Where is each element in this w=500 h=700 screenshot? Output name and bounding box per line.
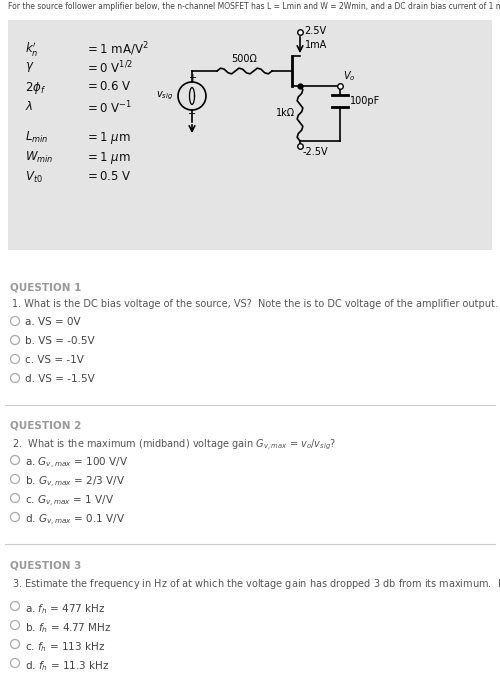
Text: 1kΩ: 1kΩ [276, 108, 295, 118]
Text: $= 0.6\ \mathrm{V}$: $= 0.6\ \mathrm{V}$ [85, 80, 132, 93]
Text: 2.5V: 2.5V [304, 26, 326, 36]
Text: $L_{min}$: $L_{min}$ [25, 130, 48, 145]
Text: 100pF: 100pF [350, 96, 380, 106]
Text: $= 1\ \mathrm{mA/V^2}$: $= 1\ \mathrm{mA/V^2}$ [85, 40, 149, 57]
Text: a. $f_h$ = 477 kHz: a. $f_h$ = 477 kHz [25, 602, 105, 616]
Text: QUESTION 2: QUESTION 2 [10, 421, 82, 431]
Bar [8, 20, 492, 250]
Text: 1. What is the DC bias voltage of the source, VS?  Note the is to DC voltage of : 1. What is the DC bias voltage of the so… [12, 299, 498, 309]
Text: QUESTION 3: QUESTION 3 [10, 560, 82, 570]
Text: −: − [188, 109, 196, 119]
Text: $= 1\ \mu\mathrm{m}$: $= 1\ \mu\mathrm{m}$ [85, 130, 130, 146]
Text: $W_{min}$: $W_{min}$ [25, 150, 54, 165]
Text: $k_n'$: $k_n'$ [25, 40, 38, 58]
Text: b. VS = -0.5V: b. VS = -0.5V [25, 336, 94, 346]
Text: $= 0\ \mathrm{V^{1/2}}$: $= 0\ \mathrm{V^{1/2}}$ [85, 60, 133, 76]
Text: 3. Estimate the frequency in Hz of at which the voltage gain has dropped 3 db fr: 3. Estimate the frequency in Hz of at wh… [12, 577, 500, 591]
Text: c. $G_{v,max}$ = 1 V/V: c. $G_{v,max}$ = 1 V/V [25, 494, 114, 509]
Text: d. $G_{v,max}$ = 0.1 V/V: d. $G_{v,max}$ = 0.1 V/V [25, 513, 125, 528]
Text: $v_{sig}$: $v_{sig}$ [156, 90, 173, 102]
Text: b. $f_h$ = 4.77 MHz: b. $f_h$ = 4.77 MHz [25, 621, 112, 635]
Text: $= 0.5\ \mathrm{V}$: $= 0.5\ \mathrm{V}$ [85, 170, 132, 183]
Text: -2.5V: -2.5V [303, 147, 328, 157]
Text: +: + [188, 73, 196, 83]
Text: $\lambda$: $\lambda$ [25, 100, 33, 113]
Text: 500Ω: 500Ω [232, 54, 258, 64]
Text: a. $G_{v,max}$ = 100 V/V: a. $G_{v,max}$ = 100 V/V [25, 456, 128, 471]
Text: d. $f_h$ = 11.3 kHz: d. $f_h$ = 11.3 kHz [25, 659, 109, 673]
Text: 1mA: 1mA [305, 40, 327, 50]
Text: c. VS = -1V: c. VS = -1V [25, 355, 84, 365]
Text: 2.  What is the maximum (midband) voltage gain $G_{v,max}$ = $v_o$/$v_{sig}$?: 2. What is the maximum (midband) voltage… [12, 438, 336, 452]
Text: $= 0\ \mathrm{V^{-1}}$: $= 0\ \mathrm{V^{-1}}$ [85, 100, 132, 117]
Text: QUESTION 1: QUESTION 1 [10, 282, 82, 292]
Text: d. VS = -1.5V: d. VS = -1.5V [25, 374, 95, 384]
Text: $V_o$: $V_o$ [343, 69, 355, 83]
Text: b. $G_{v,max}$ = 2/3 V/V: b. $G_{v,max}$ = 2/3 V/V [25, 475, 126, 490]
Text: c. $f_h$ = 113 kHz: c. $f_h$ = 113 kHz [25, 640, 105, 654]
Text: $V_{t0}$: $V_{t0}$ [25, 170, 43, 185]
Text: $= 1\ \mu\mathrm{m}$: $= 1\ \mu\mathrm{m}$ [85, 150, 130, 166]
Text: a. VS = 0V: a. VS = 0V [25, 317, 80, 327]
Text: $2\phi_f$: $2\phi_f$ [25, 80, 46, 96]
Text: $\gamma$: $\gamma$ [25, 60, 34, 74]
Text: For the source follower amplifier below, the n-channel MOSFET has L = Lmin and W: For the source follower amplifier below,… [8, 2, 500, 11]
